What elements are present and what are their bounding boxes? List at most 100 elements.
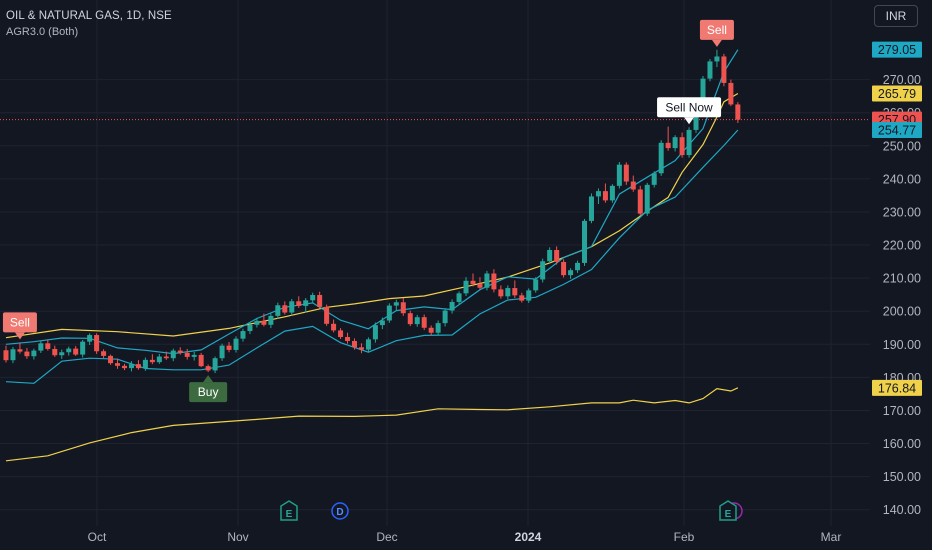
price-axis[interactable]: 140.00150.00160.00170.00180.00190.00200.… [872,41,922,518]
indicator-bands [5,49,739,462]
candle-up [372,325,378,340]
currency-button[interactable]: INR [874,5,918,27]
y-tick-label: 170.00 [883,404,921,418]
y-tick-label: 140.00 [883,503,921,517]
earnings-icon[interactable]: E [280,500,298,521]
candle-up [268,315,274,325]
candle-up [463,280,469,294]
candle-up [526,290,532,301]
candle-down [735,104,741,120]
candle-down [637,189,643,214]
candle-up [254,320,260,325]
marker-shape [331,502,349,520]
price-marker: 265.79 [872,85,922,102]
candle-down [324,306,330,324]
candle-down [721,56,727,83]
candle-up [365,339,371,350]
price-marker-box [872,85,922,102]
candle-up [66,348,72,353]
candle-up [616,164,622,186]
candle-down [45,343,51,349]
candle-up [449,301,455,311]
signal-labels: Sell Buy Sell Now Sell [2,19,734,403]
candle-down [428,327,434,333]
y-tick-label: 240.00 [883,172,921,186]
candle-down [338,330,344,338]
price-marker: 279.05 [872,41,922,58]
candle-up [386,305,392,321]
candle-down [163,356,169,359]
candle-down [561,261,567,276]
candle-down [121,365,127,369]
candle-down [184,352,190,357]
candle-down [358,347,364,350]
candle-up [128,364,134,369]
dividend-icon[interactable]: D [331,502,349,520]
symbol-title: OIL & NATURAL GAS, 1D, NSE [6,10,172,22]
candle-down [101,351,107,356]
candle-up [233,338,239,350]
time-axis[interactable]: Oct Nov Dec 2024 Feb Mar [88,530,842,544]
y-tick-label: 200.00 [883,305,921,319]
candle-down [519,295,525,301]
candle-up [156,356,162,363]
y-tick-label: 270.00 [883,73,921,87]
marker-letter: D [336,507,343,518]
candle-down [317,295,323,307]
earnings-icon[interactable]: E [719,500,743,521]
sell-now-signal: Sell Now [657,97,722,125]
candle-down [630,181,636,190]
candle-down [470,280,476,285]
x-tick-label: Nov [227,530,248,544]
candle-up [644,184,650,214]
candle-up [191,354,197,357]
candle-down [665,142,671,149]
candle-down [331,323,337,331]
candle-down [491,273,497,290]
candle-down [400,302,406,314]
candle-down [602,191,608,201]
price-marker-label: 279.05 [878,43,916,57]
candle-down [73,348,79,355]
candle-up [379,320,385,326]
sell-signal: Sell [2,312,37,340]
candle-up [10,349,16,361]
signal-pointer [203,375,214,383]
candle-down [52,348,58,356]
signal-label: Buy [198,385,219,399]
price-marker-label: 265.79 [878,87,916,101]
indicator-legend[interactable]: AGR3.0 (Both) [6,26,79,38]
candle-up [219,345,225,359]
candle-down [17,349,23,352]
candle-up [540,261,546,280]
candle-up [80,341,86,355]
candle-up [595,191,601,197]
candle-up [289,301,295,313]
y-tick-label: 150.00 [883,470,921,484]
candle-down [177,350,183,353]
band-long-average [5,387,739,462]
price-marker-box [872,122,922,139]
candle-down [407,313,413,325]
candle-up [303,300,309,306]
candle-down [421,317,427,328]
signal-label: Sell [10,315,30,329]
x-tick-label: Oct [88,530,107,544]
candle-up [547,250,553,262]
candle-down [149,359,155,363]
signal-pointer [684,117,695,125]
candle-down [296,301,302,306]
y-tick-label: 210.00 [883,272,921,286]
candle-up [240,331,246,339]
candle-up [275,305,281,316]
candle-down [226,345,232,350]
y-tick-label: 220.00 [883,239,921,253]
candle-down [108,355,114,364]
candle-up [59,352,65,356]
signal-box [699,19,734,40]
candle-up [142,359,148,369]
candle-up [247,324,253,332]
candle-up [658,142,664,174]
